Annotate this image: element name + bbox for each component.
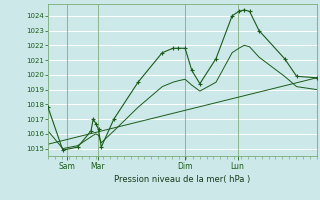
X-axis label: Pression niveau de la mer( hPa ): Pression niveau de la mer( hPa ): [114, 175, 251, 184]
